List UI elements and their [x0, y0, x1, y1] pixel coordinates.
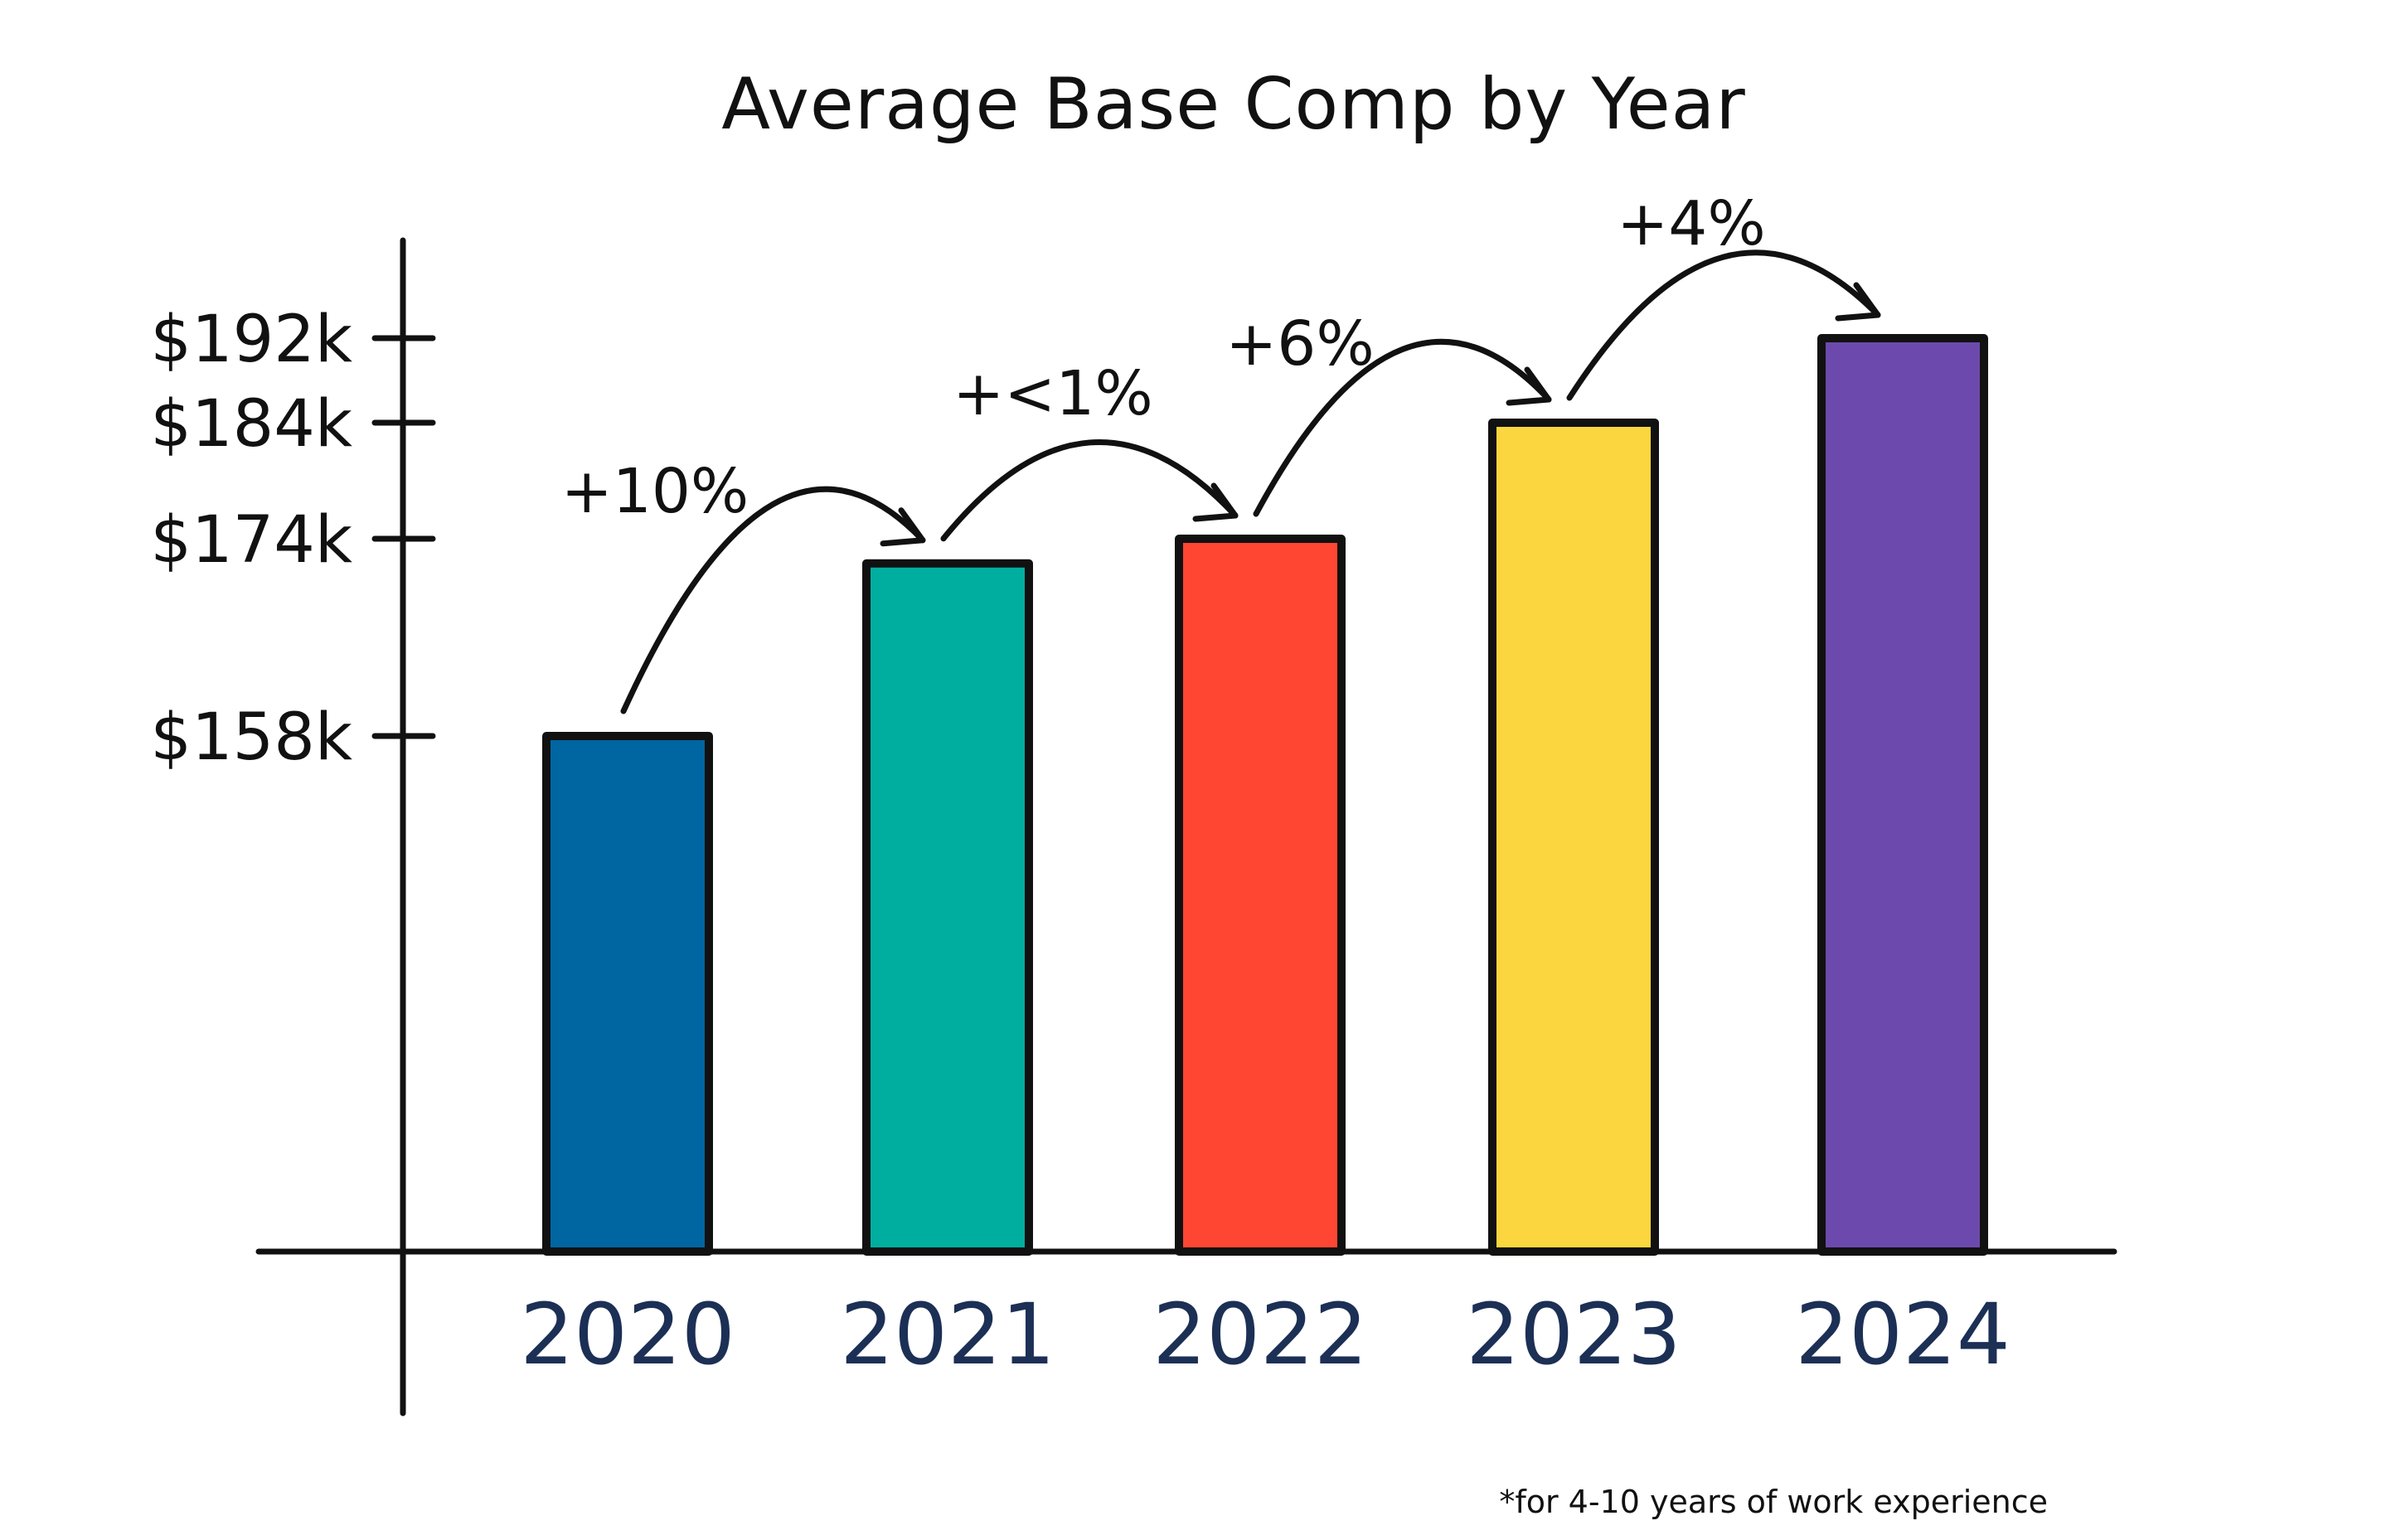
- chart-title: Average Base Comp by Year: [721, 63, 1746, 146]
- change-arrowhead-3: [1835, 282, 1881, 322]
- y-tick-label-1: $174k: [150, 503, 352, 578]
- change-label-2: +6%: [1225, 308, 1374, 380]
- change-arrow-3: [1566, 249, 1881, 401]
- y-tick-label-3: $192k: [150, 303, 352, 377]
- bar-2023: [1488, 419, 1659, 1256]
- y-ticks-group: $158k $174k $184k $192k: [150, 303, 436, 775]
- bar-2022: [1175, 535, 1346, 1256]
- x-label-2022: 2022: [1152, 1286, 1368, 1384]
- change-annotations-group: +10% +<1% +6% +4%: [561, 188, 1881, 714]
- y-tick-label-0: $158k: [150, 700, 352, 775]
- footnote: *for 4-10 years of work experience: [1499, 1484, 2048, 1520]
- change-label-0: +10%: [561, 456, 749, 527]
- change-arrowhead-2: [1506, 366, 1552, 406]
- x-label-2021: 2021: [840, 1286, 1055, 1384]
- bars-group: [542, 334, 1988, 1256]
- x-label-2020: 2020: [520, 1286, 735, 1384]
- bar-2024: [1817, 334, 1988, 1256]
- change-arrowhead-0: [880, 507, 926, 547]
- x-label-2023: 2023: [1466, 1286, 1681, 1384]
- bar-2020: [542, 732, 713, 1256]
- x-labels-group: 2020 2021 2022 2023 2024: [520, 1286, 2011, 1384]
- change-arrowhead-1: [1192, 482, 1239, 522]
- y-tick-label-2: $184k: [150, 387, 352, 462]
- change-label-1: +<1%: [953, 358, 1152, 429]
- change-label-3: +4%: [1617, 188, 1765, 259]
- change-arrow-0: [620, 486, 926, 714]
- bar-2021: [862, 559, 1033, 1256]
- x-label-2024: 2024: [1795, 1286, 2011, 1384]
- change-arrow-1: [940, 439, 1239, 542]
- change-arrow-2: [1253, 338, 1552, 517]
